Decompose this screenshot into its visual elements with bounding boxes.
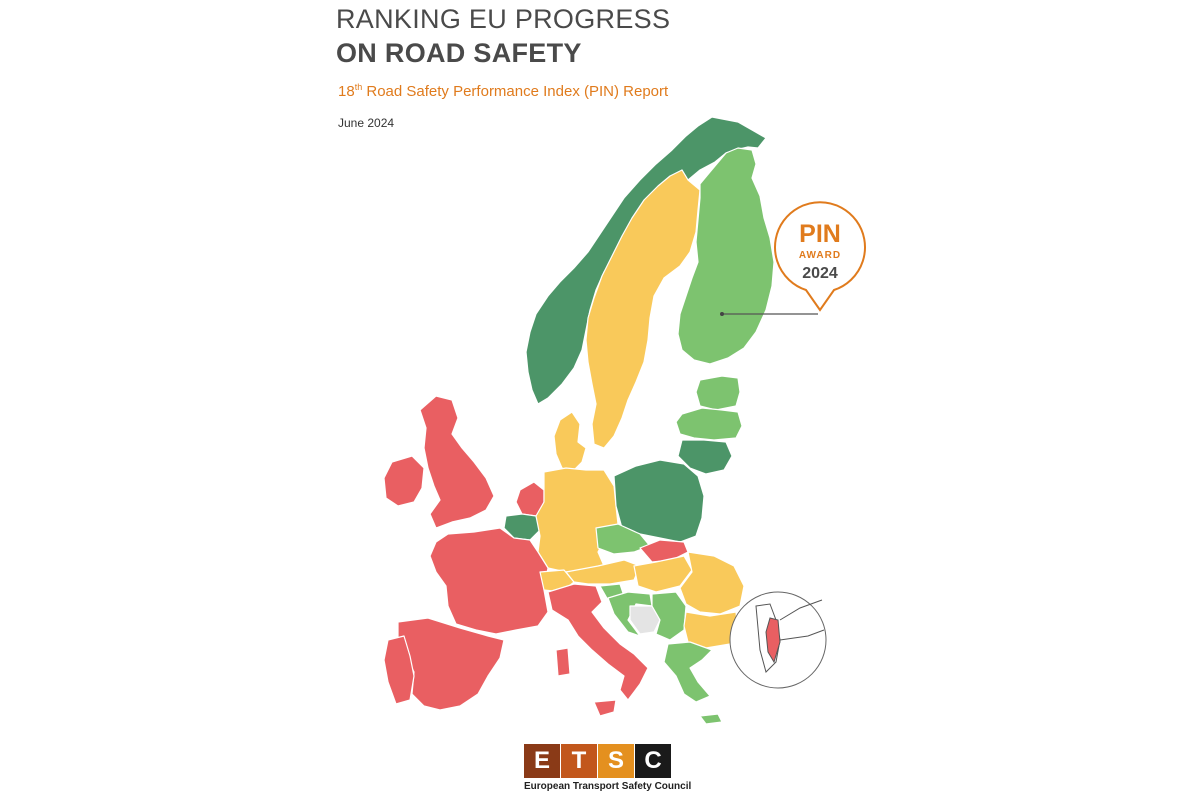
logo-letter-c: C — [635, 744, 671, 778]
title-line-1: RANKING EU PROGRESS — [336, 4, 671, 34]
country-italy-sardinia — [555, 647, 571, 677]
logo-letter-t: T — [561, 744, 597, 778]
country-portugal — [383, 635, 415, 705]
subtitle-edition: 18 — [338, 83, 355, 100]
country-latvia — [675, 407, 743, 441]
country-estonia — [695, 375, 741, 411]
country-france — [429, 527, 549, 635]
subtitle-text: Road Safety Performance Index (PIN) Repo… — [362, 83, 669, 100]
country-greece — [663, 641, 713, 703]
subtitle-ordinal: th — [354, 82, 363, 92]
country-finland — [677, 147, 775, 365]
report-date: June 2024 — [338, 116, 395, 130]
country-italy-sicily — [593, 699, 617, 717]
country-sweden — [585, 169, 701, 449]
report-subtitle: 18th Road Safety Performance Index (PIN)… — [338, 82, 668, 100]
award-title: PIN — [799, 220, 841, 248]
etsc-logo: E T S C European Transport Safety Counci… — [524, 744, 691, 792]
title-line-2: ON ROAD SAFETY — [336, 38, 582, 68]
country-austria — [565, 559, 641, 585]
country-lithuania — [677, 439, 733, 475]
logo-caption: European Transport Safety Council — [524, 781, 692, 792]
country-germany — [535, 467, 619, 573]
country-cyprus — [699, 713, 723, 725]
country-uk — [419, 395, 495, 529]
country-romania — [679, 551, 745, 615]
israel-inset — [729, 591, 827, 689]
award-label: AWARD — [799, 250, 841, 261]
country-norway — [525, 116, 767, 405]
country-serbia — [651, 591, 687, 641]
country-ireland — [383, 455, 425, 507]
country-belgium — [503, 513, 541, 541]
award-pointer-dot — [720, 312, 724, 316]
country-israel — [765, 617, 781, 664]
logo-letter-s: S — [598, 744, 634, 778]
country-hungary — [633, 555, 693, 593]
pin-award-badge: PIN AWARD 2024 — [774, 201, 866, 312]
award-year: 2024 — [802, 265, 838, 282]
logo-letter-e: E — [524, 744, 560, 778]
country-italy — [547, 583, 649, 701]
country-denmark — [553, 411, 587, 473]
